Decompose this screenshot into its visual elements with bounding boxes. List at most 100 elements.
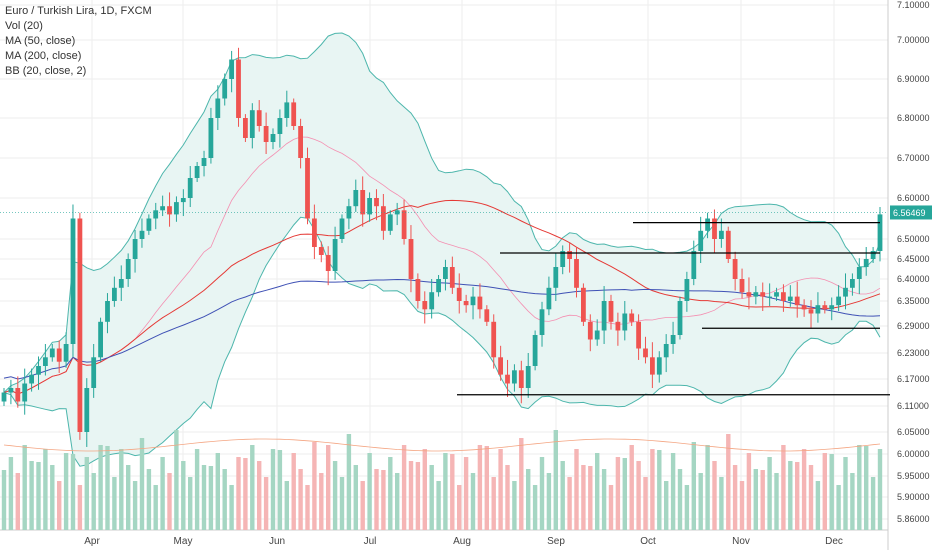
y-tick-label: 6.00000 <box>897 449 930 459</box>
candle-body <box>222 79 228 99</box>
volume-bar <box>774 473 779 530</box>
candle-body <box>870 251 876 259</box>
candle-body <box>470 296 476 306</box>
candle-body <box>112 287 117 301</box>
volume-bar <box>870 477 876 530</box>
candle-body <box>781 292 786 301</box>
volume-bar <box>691 442 696 530</box>
volume-bar <box>319 473 324 530</box>
volume-bar <box>112 477 117 530</box>
candle-body <box>829 305 835 310</box>
x-tick-label: Nov <box>732 536 750 547</box>
volume-bar <box>270 449 276 530</box>
volume-bar <box>629 445 634 530</box>
legend-title: Euro / Turkish Lira, 1D, FXCM <box>5 5 152 17</box>
candle-body <box>43 357 48 366</box>
volume-bar <box>408 461 414 530</box>
candle-body <box>443 267 448 279</box>
candle-body <box>1 392 7 402</box>
volume-bar <box>760 470 765 530</box>
volume-bar <box>139 438 145 530</box>
candle-body <box>298 126 303 158</box>
x-tick-label: Dec <box>825 536 843 547</box>
legend-vol: Vol (20) <box>5 20 43 32</box>
candle-body <box>553 267 559 288</box>
volume-bar <box>277 450 283 530</box>
volume-bar <box>305 485 310 530</box>
y-tick-label: 6.23000 <box>897 348 930 358</box>
candle-body <box>767 296 772 298</box>
volume-bar <box>864 446 869 530</box>
y-tick-label: 6.70000 <box>897 153 930 163</box>
volume-bar <box>491 477 496 530</box>
candle-body <box>594 330 600 340</box>
candle-body <box>877 214 883 251</box>
candle-body <box>146 218 152 231</box>
volume-bar <box>726 434 731 530</box>
volume-bar <box>415 462 421 530</box>
x-tick-label: Jun <box>269 536 285 547</box>
candle-body <box>56 348 62 362</box>
candle-body <box>118 279 124 288</box>
volume-bar <box>174 430 179 530</box>
candle-body <box>167 206 172 215</box>
legend-bb: BB (20, close, 2) <box>5 65 87 77</box>
volume-bar <box>291 453 296 530</box>
volume-bar <box>1 470 7 530</box>
volume-bar <box>512 481 517 530</box>
candle-body <box>332 239 338 271</box>
candle-body <box>256 110 262 126</box>
candle-body <box>567 251 572 259</box>
candle-body <box>139 230 145 239</box>
volume-bar <box>526 469 531 530</box>
volume-bar <box>836 485 841 530</box>
volume-bar <box>608 485 614 530</box>
candle-body <box>236 59 241 118</box>
candle-body <box>98 321 103 358</box>
volume-bar <box>250 445 255 530</box>
volume-bar <box>505 465 510 530</box>
volume-bar <box>560 461 565 530</box>
candle-body <box>401 210 407 239</box>
candle-body <box>436 279 441 293</box>
candle-body <box>318 247 324 255</box>
y-tick-label: 6.17000 <box>897 374 930 384</box>
volume-bar <box>588 466 593 530</box>
candle-body <box>822 305 828 310</box>
volume-bar <box>657 450 662 530</box>
volume-bar <box>532 485 538 530</box>
bollinger-upper-line <box>3 32 881 393</box>
volume-bar <box>477 445 483 530</box>
candle-body <box>243 118 248 138</box>
x-tick-label: Sep <box>547 536 565 547</box>
candle-body <box>684 279 690 301</box>
volume-bar <box>119 449 124 530</box>
volume-bar <box>788 461 793 530</box>
candle-body <box>394 210 400 215</box>
volume-bar <box>91 473 96 530</box>
y-tick-label: 5.95000 <box>897 471 930 481</box>
x-tick-label: Aug <box>453 536 471 547</box>
y-tick-label: 6.05000 <box>897 427 930 437</box>
volume-bar <box>677 469 683 530</box>
candle-body <box>305 158 310 219</box>
candle-body <box>84 388 90 432</box>
candle-body <box>153 210 159 219</box>
candle-body <box>180 198 186 203</box>
volume-bar <box>719 477 724 530</box>
candle-body <box>532 335 538 366</box>
candle-body <box>629 313 635 322</box>
candle-body <box>691 251 697 279</box>
volume-bar <box>326 445 331 530</box>
candle-body <box>746 292 752 297</box>
volume-bar <box>50 465 55 530</box>
volume-bar <box>194 449 200 530</box>
volume-bar <box>332 461 338 530</box>
volume-bar <box>22 445 27 530</box>
volume-bar <box>63 453 69 530</box>
candle-body <box>725 230 731 259</box>
candle-body <box>201 158 207 166</box>
volume-bar <box>815 481 821 530</box>
volume-bar <box>8 457 14 530</box>
